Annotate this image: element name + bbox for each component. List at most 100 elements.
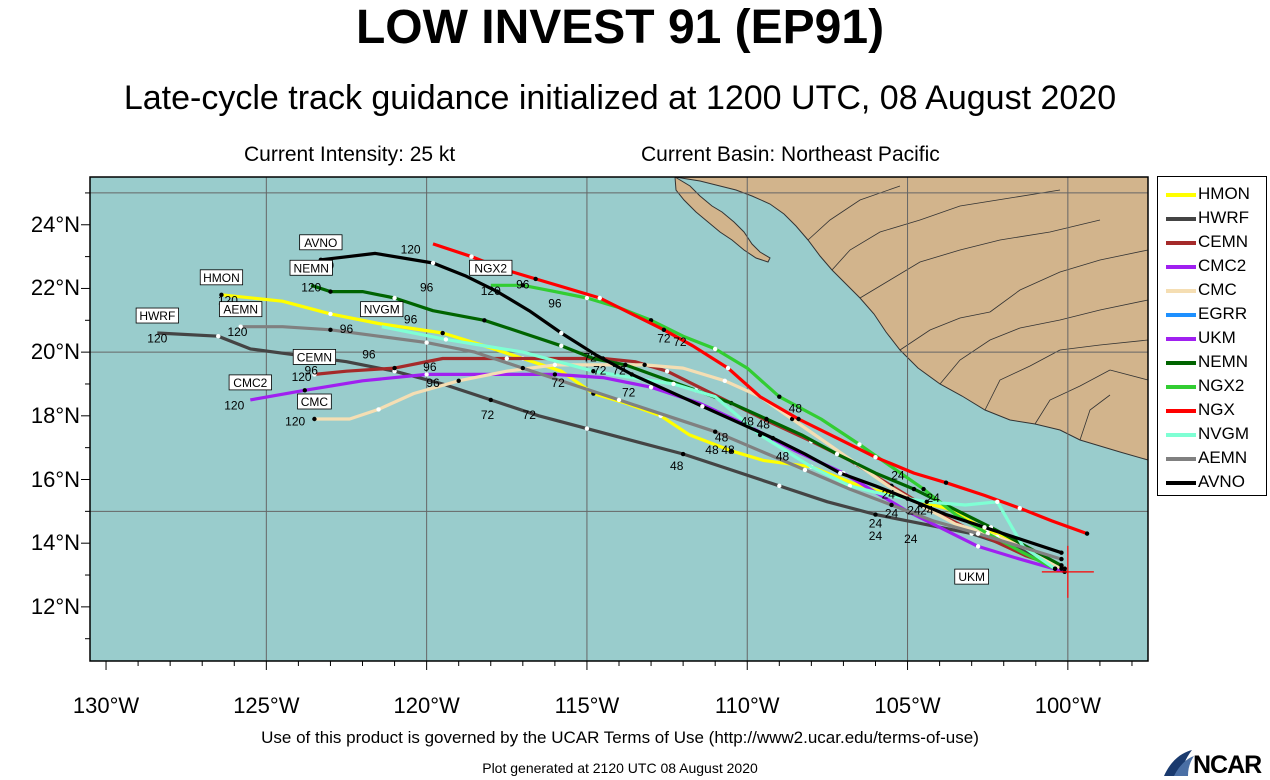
forecast-hour-label: 24 — [907, 504, 921, 518]
track-point — [392, 295, 397, 301]
state-border-line — [1079, 394, 1111, 441]
track-point — [924, 499, 929, 504]
terms-of-use: Use of this product is governed by the U… — [261, 728, 979, 747]
legend-item-nemn: NEMN — [1166, 351, 1266, 373]
forecast-hour-label: 72 — [523, 408, 537, 422]
track-point — [1059, 566, 1064, 571]
legend-swatch — [1166, 457, 1196, 461]
track-point — [873, 455, 878, 460]
track-point — [764, 416, 769, 422]
forecast-hour-label: 96 — [305, 363, 319, 377]
track-point — [648, 384, 654, 390]
legend-swatch — [1166, 265, 1196, 269]
track-point — [1059, 556, 1064, 562]
track-point — [712, 346, 718, 352]
track-point — [504, 356, 509, 361]
track-point — [533, 276, 538, 282]
track-point — [911, 486, 917, 492]
track-point — [722, 378, 727, 383]
forecast-hour-label: 24 — [904, 532, 918, 546]
track-point — [975, 544, 981, 549]
legend-swatch — [1166, 481, 1196, 485]
legend-item-cmc: CMC — [1166, 279, 1266, 301]
forecast-hour-label: 24 — [882, 488, 896, 502]
legend-item-avno: AVNO — [1166, 471, 1266, 493]
lat-label: 20°N — [30, 339, 80, 365]
track-point — [725, 365, 731, 371]
track-point — [328, 311, 333, 317]
track-point — [700, 404, 705, 409]
legend-label: EGRR — [1198, 304, 1248, 323]
lon-label: 100°W — [1034, 693, 1101, 718]
state-borders — [807, 185, 1148, 441]
forecast-hour-label: 24 — [885, 507, 899, 521]
track-point — [591, 369, 596, 374]
legend-swatch — [1166, 193, 1196, 197]
track-point — [328, 327, 333, 333]
forecast-hour-label: 72 — [593, 363, 607, 377]
track-point — [376, 407, 381, 412]
lon-label: 110°W — [714, 693, 780, 718]
forecast-hour-label: 48 — [741, 414, 755, 428]
lat-label: 12°N — [30, 593, 80, 619]
lat-label: 22°N — [30, 275, 80, 301]
svg-text:CEMN: CEMN — [297, 350, 332, 364]
track-point — [312, 372, 317, 377]
forecast-hour-label: 24 — [869, 516, 883, 530]
current-basin: Current Basin: Northeast Pacific — [641, 143, 940, 166]
forecast-hour-label: 24 — [920, 504, 934, 518]
forecast-hour-label: 72 — [673, 335, 687, 349]
svg-text:NGX2: NGX2 — [474, 261, 507, 275]
legend-swatch — [1166, 217, 1196, 221]
track-point — [392, 369, 397, 374]
forecast-hour-label: 72 — [612, 363, 626, 377]
end-label-nvgm: NVGM — [360, 301, 404, 318]
svg-text:UKM: UKM — [958, 570, 985, 584]
legend-label: NVGM — [1198, 424, 1249, 443]
track-point — [430, 260, 436, 266]
end-label-aemn: AEMN — [219, 301, 263, 318]
track-point — [456, 378, 461, 383]
hour-marks: 1201201201201201201201201201209696969696… — [147, 242, 940, 546]
forecast-hour-label: 48 — [705, 443, 719, 457]
track-point — [661, 327, 667, 333]
legend-label: NEMN — [1198, 352, 1249, 371]
forecast-hour-label: 96 — [426, 376, 440, 390]
track-point — [1062, 566, 1067, 571]
track-point — [905, 496, 910, 501]
forecast-hour-label: 120 — [227, 325, 247, 339]
legend-item-hwrf: HWRF — [1166, 207, 1266, 229]
legend-label: NGX2 — [1198, 376, 1245, 395]
forecast-hour-label: 24 — [891, 469, 905, 483]
track-point — [1059, 563, 1064, 568]
mexico-mainland — [674, 177, 1148, 461]
track-point — [873, 512, 878, 517]
track-point — [789, 416, 795, 422]
svg-text:HMON: HMON — [203, 271, 240, 285]
track-point — [552, 372, 558, 377]
state-border-line — [1019, 299, 1148, 329]
track-point — [424, 372, 429, 377]
track-point — [629, 372, 635, 377]
end-label-ngx2: NGX2 — [469, 259, 513, 276]
end-label-ukm: UKM — [954, 568, 989, 585]
legend-item-egrr: EGRR — [1166, 303, 1266, 325]
track-point — [1017, 505, 1022, 511]
forecast-hour-label: 48 — [757, 418, 771, 432]
track-point — [642, 362, 647, 368]
baja-california — [674, 177, 771, 263]
track-point — [796, 416, 801, 422]
legend-swatch — [1166, 313, 1196, 317]
forecast-hour-label: 72 — [551, 376, 565, 390]
legend-label: CMC — [1198, 280, 1237, 299]
axis-ticks — [81, 192, 1133, 670]
track-point — [424, 340, 429, 345]
lon-label: 115°W — [554, 693, 620, 718]
track-point — [584, 295, 590, 301]
forecast-hour-label: 120 — [147, 332, 167, 346]
legend-item-nvgm: NVGM — [1166, 423, 1266, 445]
svg-text:HWRF: HWRF — [139, 309, 175, 323]
legend-label: CEMN — [1198, 232, 1249, 251]
end-label-nemn: NEMN — [289, 259, 333, 276]
track-point — [671, 381, 676, 387]
